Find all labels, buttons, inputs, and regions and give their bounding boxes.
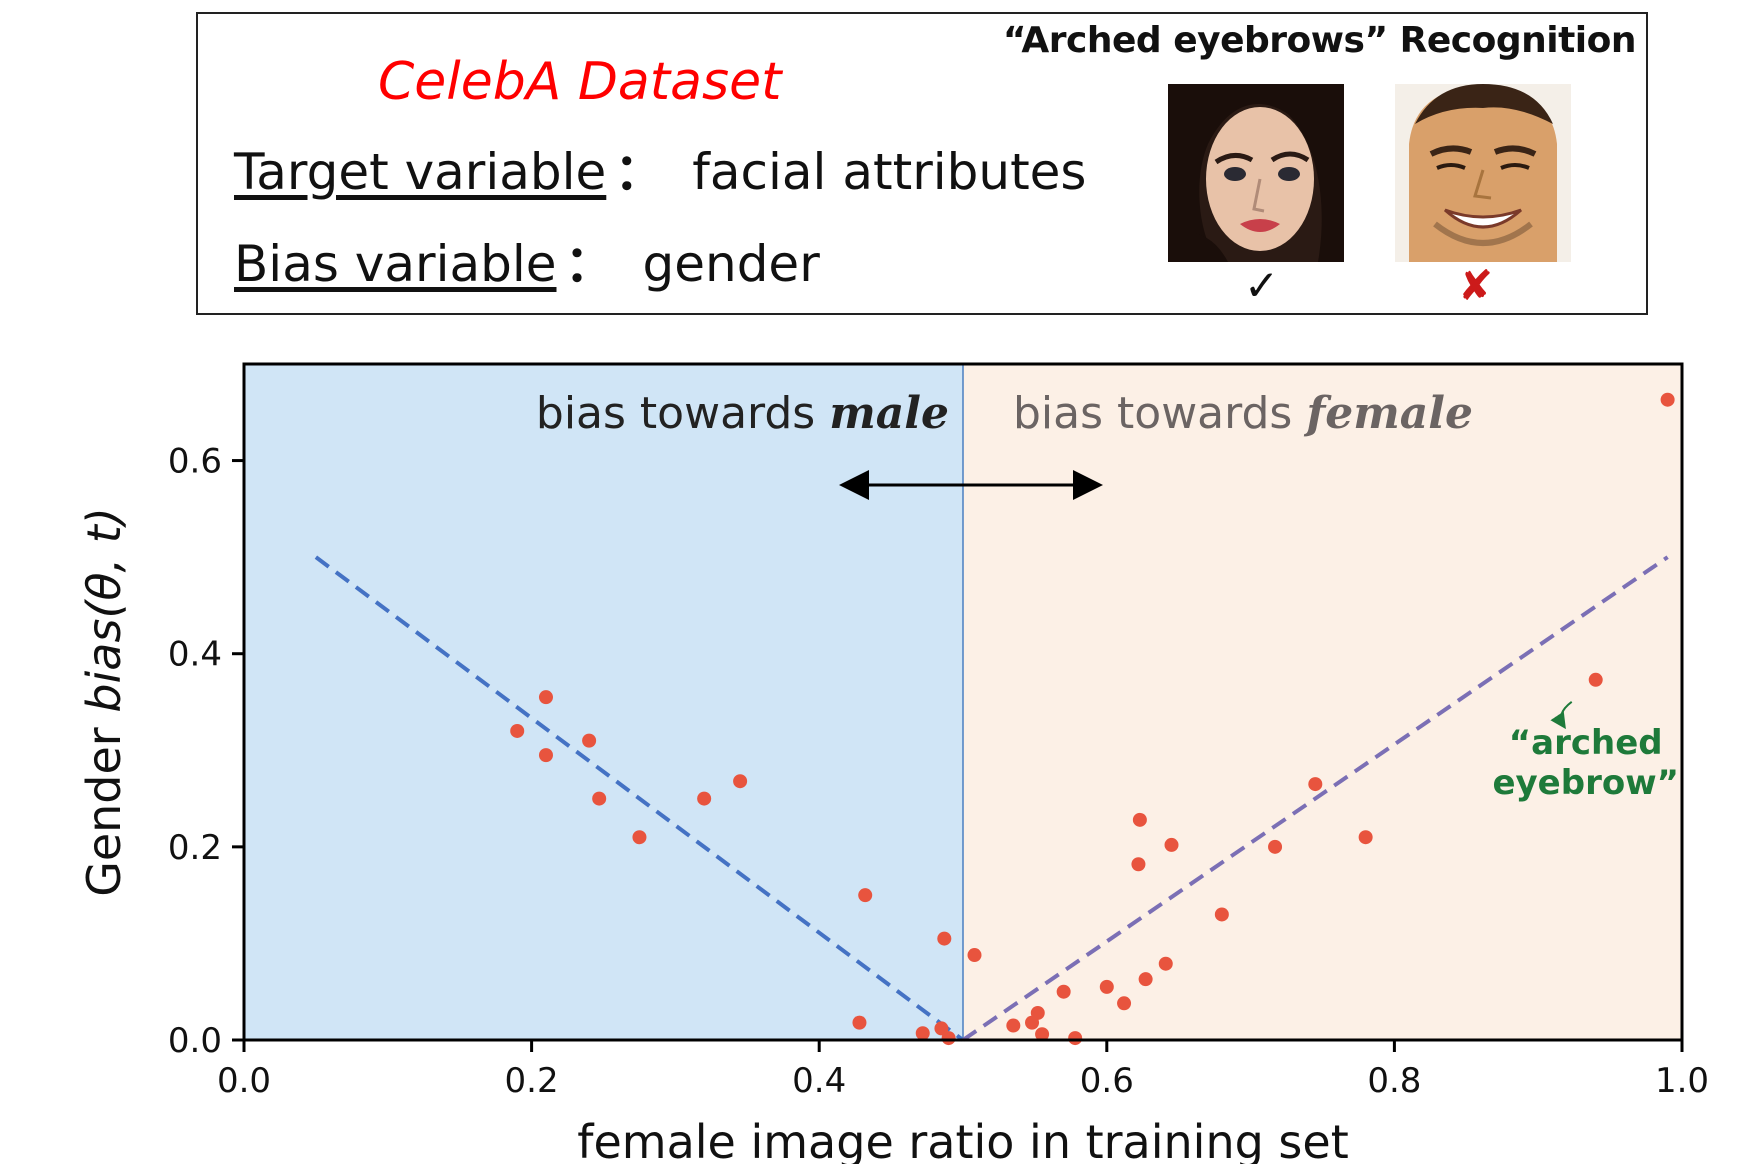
target-separator: ： [614,143,665,201]
data-point [941,1031,956,1046]
data-point [1117,996,1132,1011]
data-point [1056,984,1071,999]
data-point [592,791,607,806]
data-point [1660,392,1675,407]
y-tick-label: 0.6 [168,442,222,482]
data-point [733,774,748,789]
female-trend-line [961,555,1669,1042]
data-point [1006,1018,1021,1033]
annotation-arrow [1550,700,1573,730]
data-point [858,888,873,903]
recognition-title: “Arched eyebrows” Recognition [1002,20,1637,61]
data-point [852,1015,867,1030]
female-region-label: bias towards female [1013,388,1473,439]
data-point [934,1021,949,1036]
female-face-icon [1168,84,1344,262]
data-point [915,1026,930,1041]
data-point [1138,972,1153,987]
bias-variable-line: Bias variable： gender [234,224,820,296]
data-point [1099,979,1114,994]
data-point [967,948,982,963]
y-tick-label: 0.0 [168,1021,222,1061]
annotation-line-1: “arched [1509,723,1663,763]
data-point [1358,830,1373,845]
bias-separator: ： [564,235,615,293]
female-label-word: female [1303,388,1473,439]
data-point [1164,837,1179,852]
data-point [1158,956,1173,971]
female-label-prefix: bias towards [1013,388,1306,439]
data-point [1132,812,1147,827]
data-point [1068,1031,1083,1046]
trend-lines [314,555,1669,1042]
data-point [937,931,952,946]
annotation-line-2: eyebrow” [1492,763,1679,803]
data-point [632,830,647,845]
target-variable-line: Target variable： facial attributes [234,132,1087,204]
data-point [510,723,525,738]
data-point [1268,839,1283,854]
male-face-icon [1395,84,1571,262]
x-tick-label: 0.4 [792,1061,846,1101]
check-icon: ✓ [1244,262,1280,309]
target-variable-value: facial attributes [692,143,1087,201]
y-axis-ticks: 0.0 0.2 0.4 0.6 [168,442,244,1061]
y-label-args: (θ, t) [77,507,131,618]
male-trend-line [314,555,965,1042]
male-label-prefix: bias towards [536,388,829,439]
y-tick-label: 0.2 [168,828,222,868]
x-tick-label: 0.2 [505,1061,559,1101]
data-point [582,733,597,748]
dataset-title: CelebA Dataset [378,52,782,112]
plot-frame [242,362,1684,1042]
data-point [1588,672,1603,687]
data-points [510,392,1675,1046]
data-point [697,791,712,806]
x-tick-label: 1.0 [1655,1061,1709,1101]
data-point [1308,777,1323,792]
x-tick-label: 0.8 [1367,1061,1421,1101]
x-axis-label: female image ratio in training set [577,1115,1348,1164]
x-tick-label: 0.6 [1080,1061,1134,1101]
data-point [1035,1027,1050,1042]
y-axis-label: Gender bias(θ, t) [77,507,131,897]
y-label-prefix: Gender [77,713,131,897]
x-tick-label: 0.0 [217,1061,271,1101]
data-point [538,690,553,705]
male-region-label: bias towards male [536,388,949,439]
data-point [538,748,553,763]
female-bias-region [963,364,1682,1040]
bias-variable-label: Bias variable [234,235,557,293]
target-variable-label: Target variable [234,143,607,201]
male-bias-region [244,364,963,1040]
bias-variable-value: gender [642,235,820,293]
bias-scatter-chart: bias towards male bias towards female “a… [77,362,1709,1164]
x-axis-ticks: 0.0 0.2 0.4 0.6 0.8 1.0 [217,1040,1709,1101]
data-point [1131,857,1146,872]
male-label-word: male [829,388,949,439]
data-point [1214,907,1229,922]
cross-icon: ✘ [1458,262,1494,309]
dataset-info-box: CelebA Dataset Target variable： facial at… [196,12,1648,315]
y-label-func: bias [77,619,131,713]
data-point [1030,1005,1045,1020]
y-tick-label: 0.4 [168,635,222,675]
